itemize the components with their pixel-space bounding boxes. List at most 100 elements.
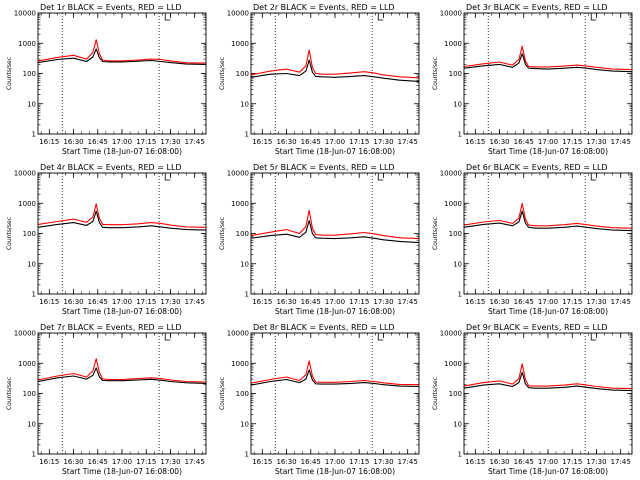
y-tick-label: 10 bbox=[240, 260, 249, 268]
y-tick-label: 1 bbox=[32, 451, 36, 459]
y-tick-label: 1 bbox=[458, 131, 462, 139]
events-series-line bbox=[37, 210, 207, 231]
y-tick-label: 10000 bbox=[14, 10, 36, 18]
x-tick-label: 16:15 bbox=[252, 458, 272, 466]
y-tick-label: 1 bbox=[245, 291, 249, 299]
lld-series-line bbox=[250, 49, 420, 79]
y-tick-label: 10000 bbox=[440, 10, 462, 18]
top-marker bbox=[590, 333, 597, 341]
top-marker bbox=[377, 13, 384, 21]
y-tick-label: 1000 bbox=[231, 360, 249, 368]
x-tick-label: 16:30 bbox=[276, 138, 296, 146]
lld-series-line bbox=[463, 45, 633, 71]
x-tick-label: 17:30 bbox=[586, 138, 606, 146]
y-axis-label: Counts/sec bbox=[219, 217, 226, 250]
plot-frame bbox=[463, 12, 633, 135]
y-axis-label: Counts/sec bbox=[432, 57, 439, 90]
x-tick-label: 17:00 bbox=[325, 458, 345, 466]
events-series-line bbox=[37, 48, 207, 65]
x-tick-label: 17:30 bbox=[160, 298, 180, 306]
y-tick-label: 1 bbox=[245, 451, 249, 459]
lld-series-line bbox=[463, 202, 633, 229]
top-marker bbox=[590, 173, 597, 181]
chart-panel-8: Det 8r BLACK = Events, RED = LLD Counts/s… bbox=[219, 323, 420, 476]
top-marker bbox=[377, 173, 384, 181]
y-tick-label: 1000 bbox=[18, 360, 36, 368]
y-tick-label: 100 bbox=[23, 70, 36, 78]
y-tick-label: 1000 bbox=[444, 200, 462, 208]
chart-panel-1: Det 1r BLACK = Events, RED = LLD Counts/s… bbox=[6, 3, 207, 156]
chart-panel-9: Det 9r BLACK = Events, RED = LLD Counts/s… bbox=[432, 323, 633, 476]
events-series-line bbox=[250, 369, 420, 388]
x-tick-label: 17:15 bbox=[562, 298, 582, 306]
x-tick-label: 17:45 bbox=[611, 298, 631, 306]
y-axis-label: Counts/sec bbox=[6, 217, 13, 250]
plot-frame bbox=[250, 332, 420, 455]
y-tick-label: 100 bbox=[449, 230, 462, 238]
x-tick-label: 17:30 bbox=[160, 138, 180, 146]
y-tick-label: 1 bbox=[32, 131, 36, 139]
chart-panel-3: Det 3r BLACK = Events, RED = LLD Counts/s… bbox=[432, 3, 633, 156]
y-tick-label: 100 bbox=[449, 390, 462, 398]
plot-frame bbox=[250, 172, 420, 295]
x-tick-label: 17:15 bbox=[136, 138, 156, 146]
x-tick-label: 17:00 bbox=[112, 138, 132, 146]
x-tick-label: 17:30 bbox=[586, 298, 606, 306]
x-tick-label: 17:15 bbox=[562, 138, 582, 146]
x-tick-label: 17:00 bbox=[538, 298, 558, 306]
x-tick-label: 17:45 bbox=[398, 458, 418, 466]
x-tick-label: 17:30 bbox=[373, 138, 393, 146]
x-tick-label: 16:15 bbox=[39, 138, 59, 146]
y-axis-label: Counts/sec bbox=[432, 217, 439, 250]
events-series-line bbox=[463, 371, 633, 392]
x-tick-label: 16:15 bbox=[252, 138, 272, 146]
lld-series-line bbox=[250, 209, 420, 240]
plot-frame bbox=[250, 12, 420, 135]
y-tick-label: 100 bbox=[23, 230, 36, 238]
x-tick-label: 17:15 bbox=[349, 458, 369, 466]
x-tick-label: 16:30 bbox=[489, 298, 509, 306]
plot-frame bbox=[37, 172, 207, 295]
x-tick-label: 16:30 bbox=[276, 298, 296, 306]
x-axis-label: Start Time (18-Jun-07 16:08:00) bbox=[275, 307, 395, 316]
y-tick-label: 10 bbox=[240, 420, 249, 428]
x-axis-label: Start Time (18-Jun-07 16:08:00) bbox=[275, 467, 395, 476]
x-tick-label: 17:45 bbox=[398, 138, 418, 146]
chart-panel-6: Det 6r BLACK = Events, RED = LLD Counts/s… bbox=[432, 163, 633, 316]
x-tick-label: 16:45 bbox=[88, 298, 108, 306]
chart-panel-2: Det 2r BLACK = Events, RED = LLD Counts/s… bbox=[219, 3, 420, 156]
x-tick-label: 17:00 bbox=[112, 458, 132, 466]
y-axis-label: Counts/sec bbox=[6, 377, 13, 410]
chart-panel-4: Det 4r BLACK = Events, RED = LLD Counts/s… bbox=[6, 163, 207, 316]
x-tick-label: 16:45 bbox=[301, 138, 321, 146]
y-tick-label: 1 bbox=[458, 291, 462, 299]
chart-title: Det 7r BLACK = Events, RED = LLD bbox=[40, 323, 182, 332]
plot-frame bbox=[463, 172, 633, 295]
top-marker bbox=[590, 13, 597, 21]
x-axis-label: Start Time (18-Jun-07 16:08:00) bbox=[275, 147, 395, 156]
x-tick-label: 17:15 bbox=[562, 458, 582, 466]
top-marker bbox=[377, 333, 384, 341]
x-tick-label: 16:45 bbox=[88, 138, 108, 146]
lld-series-line bbox=[37, 203, 207, 228]
chart-title: Det 5r BLACK = Events, RED = LLD bbox=[253, 163, 395, 172]
x-tick-label: 17:00 bbox=[538, 138, 558, 146]
y-tick-label: 10000 bbox=[14, 170, 36, 178]
x-tick-label: 16:30 bbox=[63, 458, 83, 466]
events-series-line bbox=[250, 59, 420, 82]
y-tick-label: 1000 bbox=[444, 360, 462, 368]
x-tick-label: 16:45 bbox=[514, 458, 534, 466]
x-tick-label: 16:15 bbox=[39, 298, 59, 306]
y-tick-label: 10000 bbox=[227, 330, 249, 338]
chart-panel-7: Det 7r BLACK = Events, RED = LLD Counts/s… bbox=[6, 323, 207, 476]
x-tick-label: 16:15 bbox=[465, 298, 485, 306]
x-tick-label: 17:00 bbox=[325, 298, 345, 306]
x-tick-label: 16:30 bbox=[63, 298, 83, 306]
lld-series-line bbox=[250, 360, 420, 386]
x-tick-label: 17:00 bbox=[325, 138, 345, 146]
y-tick-label: 1 bbox=[458, 451, 462, 459]
chart-title: Det 6r BLACK = Events, RED = LLD bbox=[466, 163, 608, 172]
x-tick-label: 16:15 bbox=[465, 138, 485, 146]
